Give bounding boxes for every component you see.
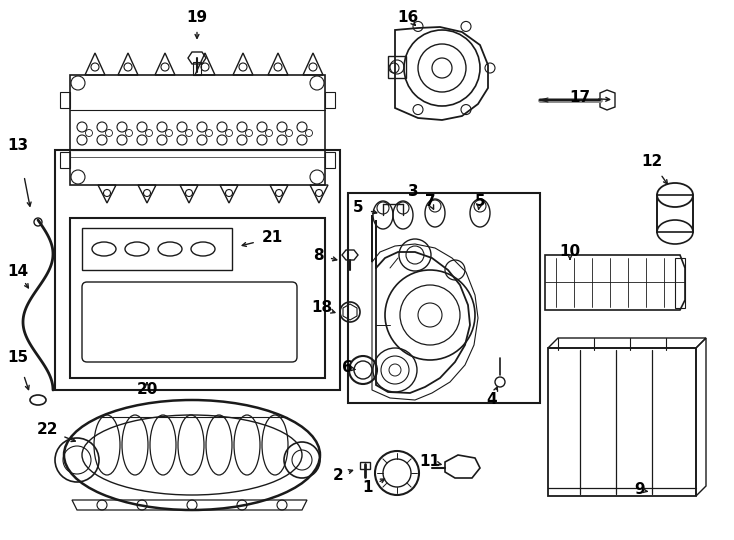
Text: 11: 11 — [420, 455, 440, 469]
Text: 18: 18 — [311, 300, 333, 315]
Bar — [360, 462, 370, 469]
Text: 1: 1 — [363, 481, 374, 496]
Text: 5: 5 — [353, 200, 363, 215]
Text: 15: 15 — [7, 350, 29, 366]
Text: 7: 7 — [425, 194, 435, 210]
Text: 2: 2 — [333, 468, 344, 483]
Text: 10: 10 — [559, 245, 581, 260]
Text: 19: 19 — [186, 10, 208, 25]
Bar — [70, 218, 325, 378]
Text: 13: 13 — [7, 138, 29, 152]
Bar — [657, 195, 693, 232]
Text: 12: 12 — [642, 154, 663, 170]
Bar — [193, 62, 201, 75]
Text: 5: 5 — [475, 194, 485, 210]
Bar — [348, 193, 540, 403]
Text: 21: 21 — [261, 231, 283, 246]
Bar — [55, 150, 340, 390]
Bar — [388, 56, 406, 78]
Bar — [675, 258, 685, 308]
Text: 8: 8 — [313, 247, 323, 262]
Text: 3: 3 — [407, 185, 418, 199]
Text: 16: 16 — [397, 10, 418, 25]
Text: 14: 14 — [7, 265, 29, 280]
Text: 9: 9 — [635, 483, 645, 497]
Text: 4: 4 — [487, 393, 498, 408]
Bar — [82, 228, 232, 270]
Bar — [548, 348, 696, 496]
Bar — [70, 75, 325, 185]
Text: 6: 6 — [341, 361, 352, 375]
Text: 20: 20 — [137, 382, 158, 397]
Text: 22: 22 — [36, 422, 58, 437]
Text: 17: 17 — [570, 91, 591, 105]
